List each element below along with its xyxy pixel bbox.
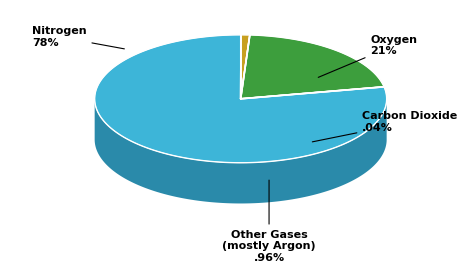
Text: Carbon Dioxide
.04%: Carbon Dioxide .04%	[312, 111, 457, 142]
Text: Other Gases
(mostly Argon)
.96%: Other Gases (mostly Argon) .96%	[222, 180, 316, 263]
Polygon shape	[95, 35, 387, 163]
Text: Nitrogen
78%: Nitrogen 78%	[32, 26, 124, 49]
Polygon shape	[241, 35, 250, 99]
Polygon shape	[241, 35, 384, 99]
Polygon shape	[95, 99, 387, 203]
Text: Oxygen
21%: Oxygen 21%	[318, 35, 418, 77]
